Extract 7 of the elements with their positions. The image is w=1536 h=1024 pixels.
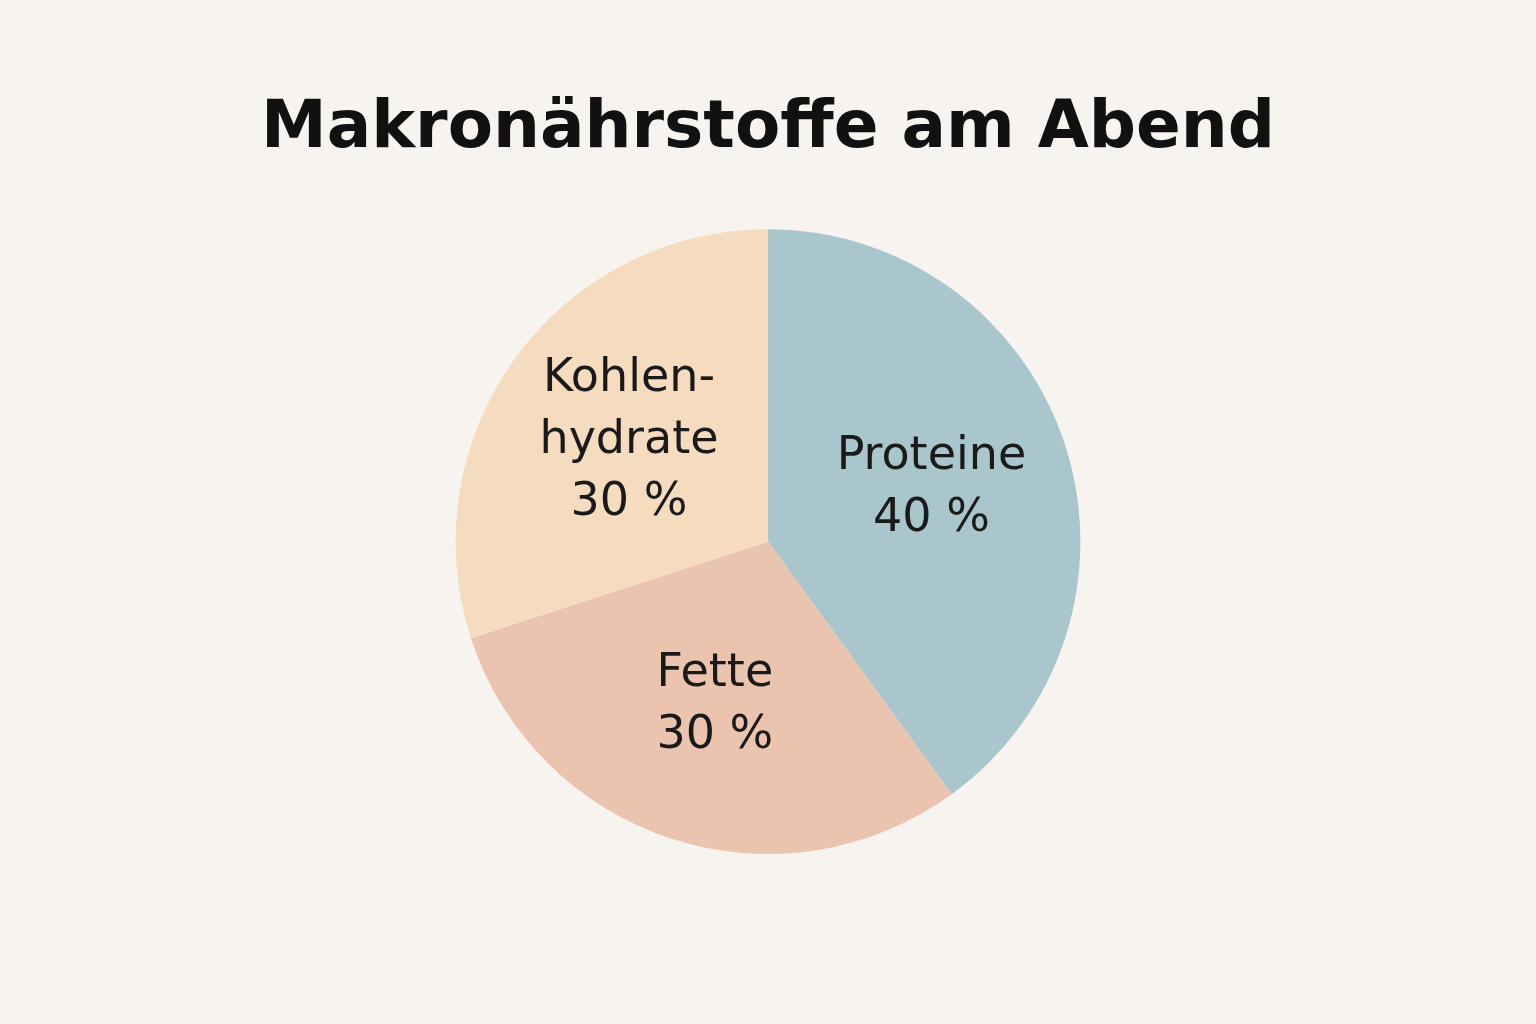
data-label: 30 % xyxy=(656,704,774,759)
slice-label: Fette xyxy=(656,642,774,697)
slice-label: Proteine xyxy=(836,426,1027,481)
data-label: 30 % xyxy=(570,471,688,526)
chart-title: Makronährstoffe am Abend xyxy=(260,85,1276,163)
slice-label: Kohlen-hydrate xyxy=(539,347,719,464)
data-label: 40 % xyxy=(872,488,990,543)
